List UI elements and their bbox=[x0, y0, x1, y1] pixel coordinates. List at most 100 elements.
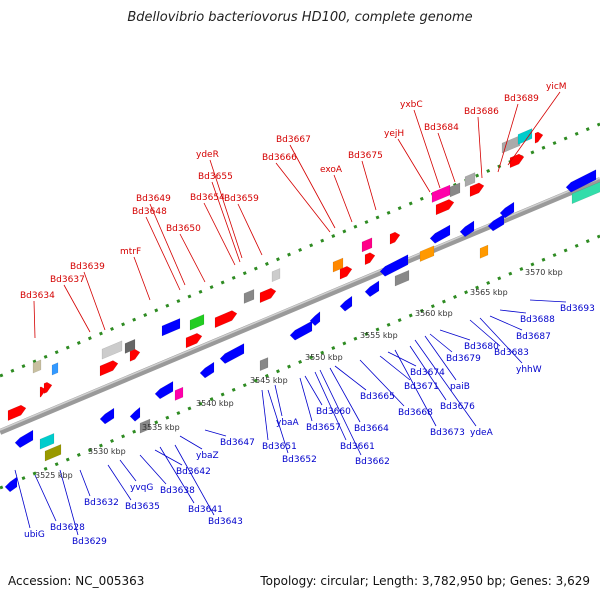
leader-line bbox=[379, 355, 411, 381]
gene-arrow bbox=[7, 404, 27, 422]
leader-line bbox=[333, 174, 353, 223]
reverse-gene-label: ybaZ bbox=[196, 451, 219, 461]
reverse-gene-label: Bd3665 bbox=[360, 392, 395, 402]
gene-arrow bbox=[129, 406, 141, 422]
gene-arrow bbox=[259, 287, 277, 304]
forward-gene-label: Bd3648 bbox=[132, 207, 167, 217]
forward-gene-label: Bd3637 bbox=[50, 275, 85, 285]
reverse-gene-label: ubiG bbox=[24, 530, 45, 540]
gene-arrow bbox=[309, 311, 321, 327]
kbp-label: 3530 kbp bbox=[88, 447, 126, 456]
leader-line bbox=[334, 365, 367, 391]
reverse-gene-label: Bd3657 bbox=[306, 423, 341, 433]
gene-arrow bbox=[464, 172, 476, 188]
gene-arrow bbox=[339, 295, 353, 312]
gene-arrow bbox=[459, 220, 475, 238]
reverse-gene-label: Bd3642 bbox=[176, 467, 211, 477]
gene-arrow bbox=[364, 280, 380, 298]
gene-arrow bbox=[43, 381, 53, 394]
gene-arrow bbox=[339, 265, 353, 280]
gene-arrow bbox=[185, 332, 203, 349]
gene-arrow bbox=[139, 418, 151, 434]
leader-line bbox=[145, 216, 181, 291]
leader-line bbox=[63, 284, 91, 333]
leader-line bbox=[469, 319, 501, 347]
leader-line bbox=[439, 329, 471, 341]
leader-line bbox=[507, 91, 561, 166]
reverse-gene-label: Bd3668 bbox=[398, 408, 433, 418]
forward-gene-label: yejH bbox=[384, 129, 404, 139]
leader-line bbox=[33, 300, 36, 339]
leader-line bbox=[299, 377, 313, 422]
leader-line bbox=[314, 371, 347, 441]
reverse-gene-label: Bd3680 bbox=[464, 342, 499, 352]
forward-gene-label: Bd3666 bbox=[262, 153, 297, 163]
leader-line bbox=[394, 349, 437, 427]
gene-arrow bbox=[394, 269, 410, 287]
leader-line bbox=[204, 429, 227, 437]
gene-arrow bbox=[487, 213, 505, 232]
leader-line bbox=[414, 339, 477, 427]
gene-arrow bbox=[509, 153, 525, 169]
leader-line bbox=[14, 469, 31, 529]
reverse-gene-label: Bd3643 bbox=[208, 517, 243, 527]
forward-gene-label: ydeR bbox=[196, 150, 219, 160]
gene-arrow bbox=[32, 359, 42, 374]
forward-gene-label: Bd3654 bbox=[190, 193, 225, 203]
reverse-gene-label: Bd3638 bbox=[160, 486, 195, 496]
gene-arrow bbox=[501, 135, 521, 154]
leader-line bbox=[274, 384, 283, 417]
kbp-label: 3550 kbp bbox=[305, 353, 343, 362]
gene-arrow bbox=[271, 268, 281, 283]
leader-line bbox=[179, 435, 203, 450]
leader-line bbox=[275, 162, 331, 233]
leader-line bbox=[267, 389, 289, 454]
gene-arrow bbox=[379, 254, 409, 277]
gene-arrow bbox=[419, 245, 435, 262]
reverse-gene-label: Bd3673 bbox=[430, 428, 465, 438]
leader-line bbox=[211, 181, 241, 263]
leader-lines bbox=[14, 91, 567, 536]
gene-arrow bbox=[219, 343, 245, 364]
reverse-gene-label: paiB bbox=[450, 382, 470, 392]
gene-arrow bbox=[289, 320, 313, 341]
gene-arrow bbox=[364, 252, 376, 266]
reverse-gene-label: Bd3635 bbox=[125, 502, 160, 512]
forward-gene-label: yxbC bbox=[400, 100, 423, 110]
gene-arrow bbox=[534, 131, 544, 144]
forward-gene-label: Bd3634 bbox=[20, 291, 55, 301]
reverse-gene-label: Bd3647 bbox=[220, 438, 255, 448]
leader-line bbox=[261, 389, 269, 441]
leader-line bbox=[359, 359, 405, 407]
reverse-gene-label: Bd3632 bbox=[84, 498, 119, 508]
leader-line bbox=[361, 160, 377, 211]
leader-line bbox=[59, 469, 79, 536]
kbp-label: 3535 kbp bbox=[142, 423, 180, 432]
genes bbox=[4, 128, 600, 493]
map-title: Bdellovibrio bacteriovorus HD100, comple… bbox=[127, 10, 473, 25]
reverse-dotted-track bbox=[0, 234, 600, 490]
forward-gene-label: exoA bbox=[320, 165, 343, 175]
reverse-gene-label: yhhW bbox=[516, 365, 542, 375]
tracks bbox=[0, 122, 600, 490]
reverse-gene-label: Bd3628 bbox=[50, 523, 85, 533]
reverse-gene-label: ydeA bbox=[470, 428, 494, 438]
gene-arrow bbox=[14, 429, 34, 449]
kbp-label: 3555 kbp bbox=[360, 331, 398, 340]
gene-arrow bbox=[39, 432, 55, 450]
reverse-gene-label: Bd3662 bbox=[355, 457, 390, 467]
leader-line bbox=[429, 333, 453, 353]
gene-arrow bbox=[99, 407, 115, 425]
leader-line bbox=[107, 464, 132, 501]
forward-gene-label: Bd3686 bbox=[464, 107, 499, 117]
reverse-gene-label: Bd3671 bbox=[404, 382, 439, 392]
gene-arrow bbox=[361, 237, 373, 253]
forward-gene-label: Bd3684 bbox=[424, 123, 459, 133]
leader-line bbox=[409, 345, 447, 401]
reverse-gene-label: Bd3651 bbox=[262, 442, 297, 452]
gene-arrow bbox=[517, 128, 533, 145]
reverse-gene-label: ybaA bbox=[276, 418, 300, 428]
reverse-gene-label: yvqG bbox=[130, 483, 153, 493]
leader-line bbox=[397, 138, 431, 193]
